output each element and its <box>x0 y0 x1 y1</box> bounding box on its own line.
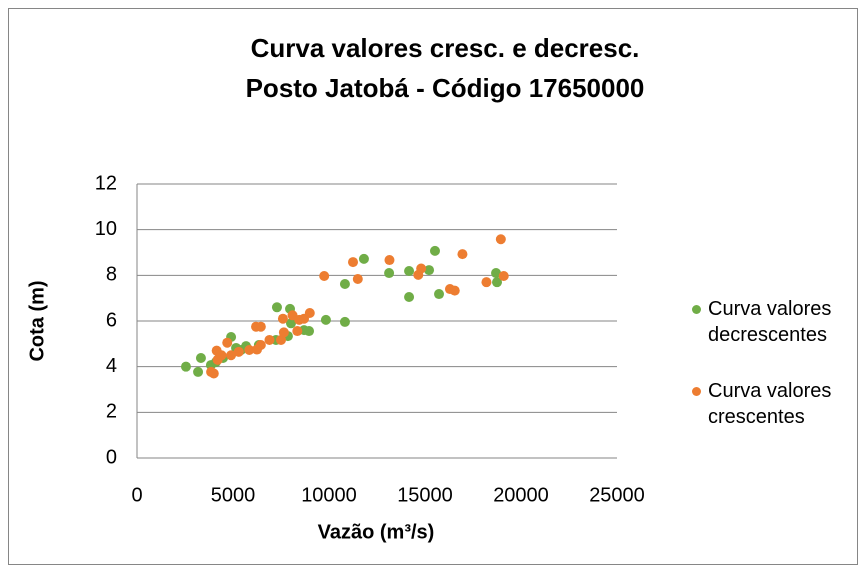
x-axis-label: Vazão (m³/s) <box>318 521 435 543</box>
x-tick-label: 20000 <box>493 484 549 506</box>
point <box>339 279 350 290</box>
point <box>319 271 330 282</box>
point <box>434 289 445 300</box>
point <box>233 346 244 357</box>
point <box>384 255 395 266</box>
point <box>271 302 282 313</box>
point <box>276 334 286 345</box>
point <box>352 273 363 284</box>
point <box>180 361 191 372</box>
chart-title: Posto Jatobá - Código 17650000 <box>246 73 645 103</box>
x-tick-label: 15000 <box>397 484 453 506</box>
y-tick-label: 0 <box>106 446 117 468</box>
point <box>320 314 331 325</box>
point <box>304 308 315 319</box>
x-tick-label: 10000 <box>301 484 357 506</box>
point <box>285 318 296 329</box>
point <box>339 316 350 327</box>
y-tick-label: 12 <box>95 172 117 194</box>
y-tick-label: 10 <box>95 218 117 240</box>
y-tick-label: 2 <box>106 401 117 423</box>
point <box>449 285 460 296</box>
point <box>481 277 492 288</box>
chart-title: Curva valores cresc. e decresc. <box>251 33 640 63</box>
point <box>226 350 237 361</box>
legend-item: Curva valores decrescentes <box>692 296 862 348</box>
point <box>404 265 415 276</box>
x-tick-label: 5000 <box>211 484 256 506</box>
y-tick-label: 6 <box>106 309 117 331</box>
point <box>492 277 502 288</box>
point <box>304 326 315 337</box>
x-tick-label: 0 <box>131 484 142 506</box>
point <box>255 339 266 350</box>
point <box>457 249 468 260</box>
point <box>495 234 506 245</box>
point <box>491 268 502 279</box>
legend-item: Curva valores crescentes <box>692 378 862 430</box>
point <box>222 337 233 348</box>
legend-marker <box>692 387 701 396</box>
point <box>193 366 204 377</box>
point <box>195 352 206 363</box>
point <box>292 326 303 337</box>
point <box>244 344 255 355</box>
point <box>358 253 369 264</box>
point <box>208 368 219 379</box>
y-tick-label: 8 <box>106 264 117 286</box>
point <box>216 350 227 361</box>
x-tick-label: 25000 <box>589 484 645 506</box>
point <box>278 327 289 338</box>
point <box>429 245 440 256</box>
legend-marker <box>692 305 701 314</box>
legend-label: Curva valores crescentes <box>708 380 832 428</box>
y-axis-label: Cota (m) <box>26 280 48 361</box>
point <box>404 292 415 303</box>
y-tick-label: 4 <box>106 355 117 377</box>
point <box>277 313 288 324</box>
point <box>424 265 435 276</box>
legend-label: Curva valores decrescentes <box>708 298 832 346</box>
point <box>384 268 395 279</box>
chart-border <box>8 8 858 565</box>
point <box>498 271 509 282</box>
point <box>255 321 266 332</box>
point <box>416 263 427 274</box>
point <box>348 257 358 268</box>
point <box>264 334 275 345</box>
